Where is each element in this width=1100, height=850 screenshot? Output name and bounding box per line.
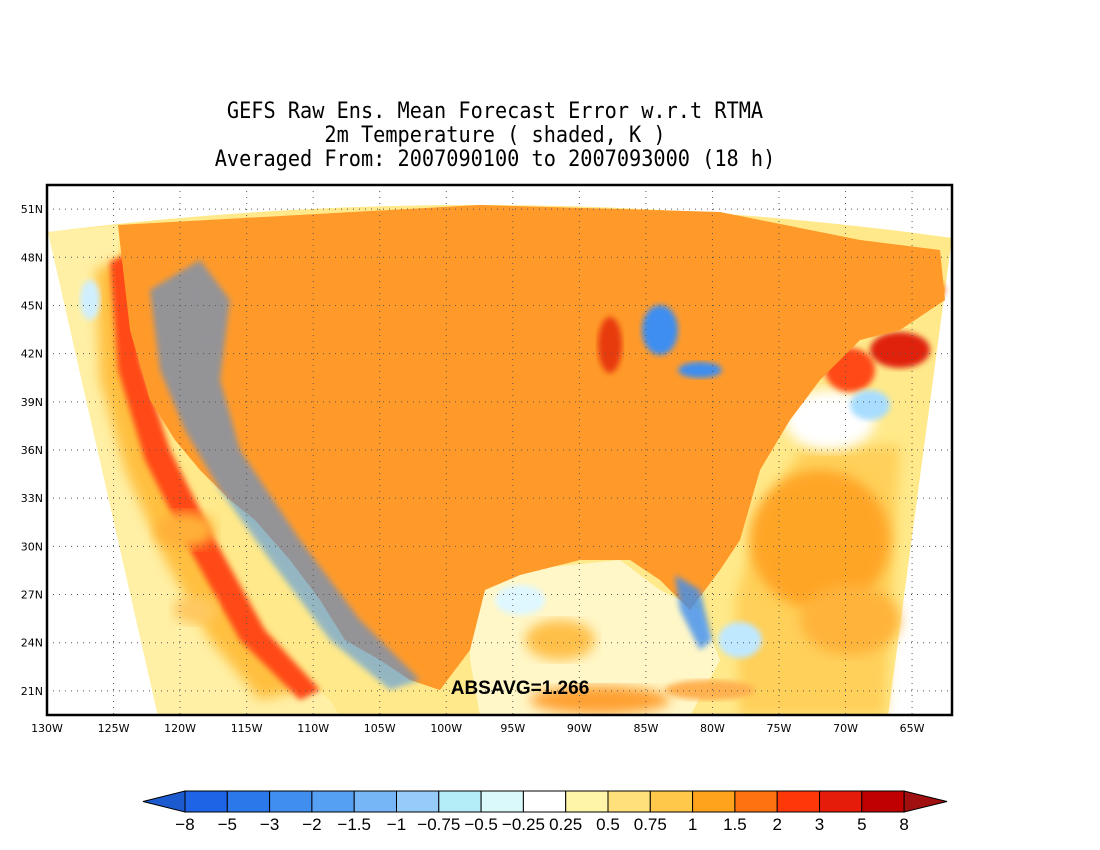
lon-tick-label: 70W: [833, 722, 858, 735]
colorbar-box: [734, 790, 778, 813]
colorbar-box: [396, 790, 440, 813]
latitude-labels: 51N 48N 45N 42N 39N 36N 33N 30N 27N 24N 21N: [21, 203, 43, 698]
lon-tick-label: 130W: [31, 722, 63, 735]
colorbar-box: [776, 790, 821, 813]
lake-huron-feature: [642, 305, 678, 355]
lake-erie-feature: [678, 362, 722, 378]
colorbar-low-extension: [142, 790, 186, 813]
colorbar-label: 1: [688, 815, 697, 834]
title-line-1: GEFS Raw Ens. Mean Forecast Error w.r.t …: [226, 99, 764, 124]
colorbar-box: [184, 790, 228, 813]
colorbar-label: 0.75: [634, 815, 667, 834]
colorbar-box: [607, 790, 651, 813]
lat-tick-label: 36N: [21, 444, 43, 457]
colorbar-label: −5: [218, 815, 237, 834]
colorbar-box: [522, 790, 567, 813]
lat-tick-label: 24N: [21, 637, 43, 650]
map-title: GEFS Raw Ens. Mean Forecast Error w.r.t …: [0, 100, 990, 172]
lat-tick-label: 30N: [21, 540, 43, 553]
colorbar-box: [692, 790, 736, 813]
lon-tick-label: 65W: [900, 722, 925, 735]
colorbar-label: 2: [772, 815, 781, 834]
colorbar-label: −1.5: [337, 815, 371, 834]
lake-michigan-feature: [598, 317, 622, 373]
lon-tick-label: 85W: [633, 722, 658, 735]
colorbar-box: [861, 790, 905, 813]
colorbar-label: 8: [899, 815, 908, 834]
longitude-labels: 130W 125W 120W 115W 110W 105W 100W 95W 90W 85W 80W…: [31, 722, 925, 735]
colorbar-label: 0.5: [596, 815, 620, 834]
title-line-2: 2m Temperature ( shaded, K ): [324, 123, 666, 148]
colorbar-label: −0.75: [417, 815, 460, 834]
land-field: [118, 205, 945, 690]
colorbar-box: [480, 790, 524, 813]
colorbar-label: −3: [260, 815, 279, 834]
lon-tick-label: 115W: [231, 722, 263, 735]
lon-tick-label: 90W: [567, 722, 592, 735]
lon-tick-label: 75W: [767, 722, 792, 735]
grid-lines: [47, 185, 952, 715]
colorbar-box: [438, 790, 482, 813]
title-line-3: Averaged From: 2007090100 to 2007093000 …: [214, 147, 776, 172]
colorbar-high-extension: [903, 790, 948, 813]
colorbar-box: [565, 790, 609, 813]
colorbar-label: 5: [857, 815, 866, 834]
lon-tick-label: 120W: [164, 722, 196, 735]
lat-tick-label: 33N: [21, 492, 43, 505]
colorbar: −8 −5 −3 −2 −1.5 −1 −0.75 −0.5 −0.25 0.25 0.5 0.75 1…: [142, 790, 948, 834]
lon-tick-label: 95W: [500, 722, 525, 735]
lat-tick-label: 21N: [21, 685, 43, 698]
lon-tick-label: 100W: [430, 722, 462, 735]
colorbar-box: [353, 790, 398, 813]
lat-tick-label: 39N: [21, 396, 43, 409]
colorbar-box: [819, 790, 863, 813]
colorbar-box: [269, 790, 313, 813]
absavg-annotation: ABSAVG=1.266: [451, 678, 590, 699]
colorbar-label: −2: [302, 815, 321, 834]
gulf-of-mexico-field: [470, 560, 762, 715]
colorbar-label: −8: [175, 815, 194, 834]
lake-superior-feature: [560, 270, 640, 290]
colorbar-box: [649, 790, 694, 813]
colorbar-label: 3: [815, 815, 824, 834]
colorbar-label: −0.5: [464, 815, 498, 834]
colorbar-label: −1: [387, 815, 406, 834]
lat-tick-label: 45N: [21, 299, 43, 312]
lon-tick-label: 80W: [700, 722, 725, 735]
lon-tick-label: 105W: [364, 722, 396, 735]
map-frame: [45, 183, 954, 717]
colorbar-box: [226, 790, 271, 813]
colorbar-label: 0.25: [549, 815, 582, 834]
lat-tick-label: 27N: [21, 589, 43, 602]
lat-tick-label: 48N: [21, 251, 43, 264]
colorbar-label: −0.25: [502, 815, 545, 834]
lat-tick-label: 51N: [21, 203, 43, 216]
lon-tick-label: 110W: [297, 722, 329, 735]
lon-tick-label: 125W: [98, 722, 130, 735]
atlantic-ocean-field: [735, 276, 945, 715]
colorbar-label: 1.5: [723, 815, 747, 834]
shaded-field: [47, 185, 952, 715]
colorbar-box: [311, 790, 355, 813]
lat-tick-label: 42N: [21, 348, 43, 361]
